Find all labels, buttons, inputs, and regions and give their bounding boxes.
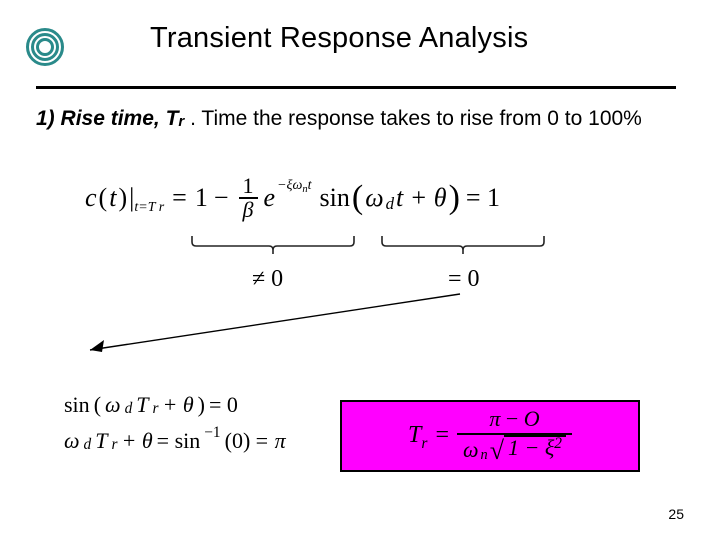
- eq-minus: −: [214, 183, 229, 213]
- main-equation: c (t)| t=T r = 1 − 1 β e −ξωnt sin ( ωd …: [85, 175, 500, 221]
- brace-left: [190, 234, 360, 256]
- result-box: Tr = π − O ωn √ 1 − ξ2: [340, 400, 640, 472]
- eq-sin: sin: [320, 183, 350, 213]
- title-bullet: [26, 28, 64, 66]
- derivation-line-1: sin ( ωd Tr + θ ) = 0: [64, 392, 286, 418]
- derivation-block: sin ( ωd Tr + θ ) = 0 ωd Tr + θ = sin−1 …: [64, 392, 286, 464]
- item-symbol: T: [166, 107, 179, 130]
- item-name: Rise time,: [61, 107, 166, 130]
- eq-rhs: = 1: [466, 183, 500, 213]
- item-definition-text: . Time the response takes to rise from 0…: [190, 107, 642, 130]
- eq-t: t: [109, 183, 116, 213]
- title-divider: [36, 86, 676, 89]
- eq-one: 1: [195, 183, 208, 213]
- brace-right: [380, 234, 550, 256]
- item-number: 1): [36, 107, 55, 130]
- annotation-right: = 0: [448, 266, 480, 293]
- eq-e: e: [264, 183, 276, 213]
- eq-omega: ω: [365, 183, 383, 213]
- slide-root: Transient Response Analysis 1) Rise time…: [0, 0, 720, 540]
- annotation-left: ≠ 0: [252, 266, 283, 293]
- result-equation: Tr = π − O ωn √ 1 − ξ2: [408, 406, 572, 466]
- page-number: 25: [668, 506, 684, 522]
- slide-title: Transient Response Analysis: [150, 22, 528, 55]
- eq-equals-1: =: [172, 183, 187, 213]
- eq-sin-tail: t + θ: [396, 183, 447, 213]
- derivation-line-2: ωd Tr + θ = sin−1 (0) = π: [64, 428, 286, 454]
- eq-exp: −ξωnt: [277, 178, 311, 194]
- eq-frac: 1 β: [239, 175, 258, 221]
- eq-c: c: [85, 183, 97, 213]
- item-definition: 1) Rise time, Tr . Time the response tak…: [36, 105, 676, 133]
- derivation-arrow: [80, 290, 480, 375]
- item-symbol-sub: r: [178, 113, 184, 130]
